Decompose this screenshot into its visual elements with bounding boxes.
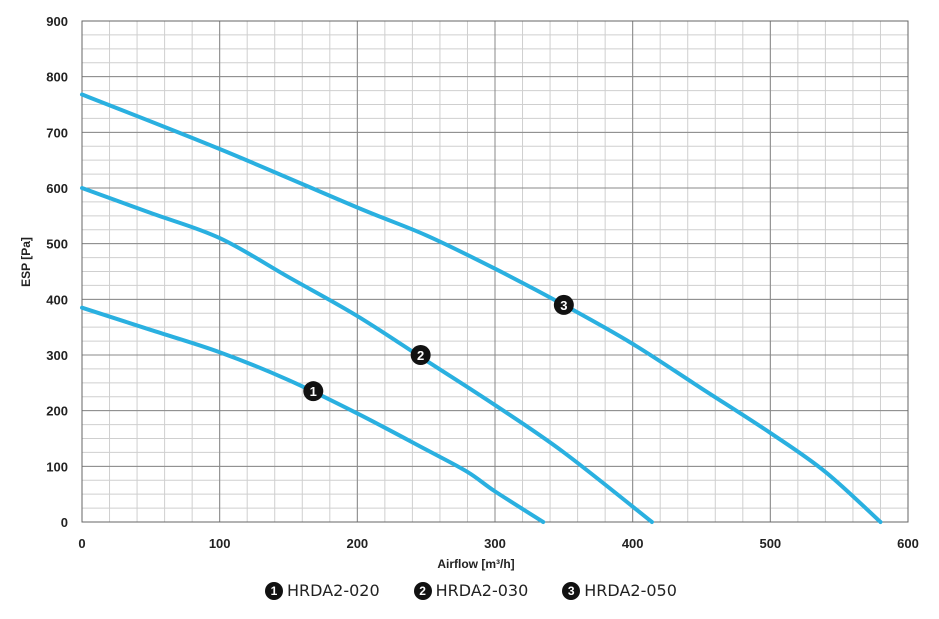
series-markers: 1 2 3 [303, 294, 574, 402]
series-marker-label: 1 [310, 384, 317, 399]
series-line-hrda2-050 [80, 92, 883, 524]
plot-frame [81, 20, 909, 523]
x-axis-ticks: 0 100 200 300 400 500 600 [78, 536, 918, 551]
y-tick-label: 800 [46, 70, 68, 85]
series-marker-1 [303, 381, 324, 402]
y-tick-label: 600 [46, 181, 68, 196]
legend-item-hrda2-050: 3 HRDA2-050 [562, 581, 677, 600]
legend-item-hrda2-030: 2 HRDA2-030 [413, 581, 529, 600]
series-marker-label: 2 [417, 348, 424, 363]
y-tick-label: 200 [46, 404, 68, 419]
y-tick-label: 100 [46, 459, 68, 474]
series-marker-label: 3 [560, 298, 567, 313]
x-tick-label: 300 [484, 536, 506, 551]
y-axis-ticks: 0 100 200 300 400 500 600 700 800 900 [46, 14, 68, 530]
legend-label: HRDA2-050 [584, 581, 677, 600]
legend-label: HRDA2-030 [435, 581, 529, 600]
series-marker-2 [410, 345, 431, 365]
legend-badge-2: 2 [413, 581, 432, 600]
legend-label: HRDA2-020 [287, 581, 380, 600]
legend: 1 HRDA2-020 2 HRDA2-030 3 HRDA2-050 [265, 581, 711, 600]
y-axis-title: ESP [Pa] [19, 237, 33, 287]
y-tick-label: 0 [61, 515, 68, 530]
y-tick-label: 400 [46, 292, 68, 307]
y-tick-label: 500 [46, 237, 68, 252]
legend-badge-1: 1 [265, 581, 283, 600]
y-tick-label: 300 [46, 348, 68, 363]
series-line-hrda2-020 [80, 305, 546, 524]
series-line-hrda2-030 [80, 186, 654, 524]
x-tick-label: 100 [209, 536, 231, 551]
series-marker-3 [553, 294, 574, 315]
x-tick-label: 0 [78, 536, 85, 551]
x-axis-title: Airflow [m³/h] [437, 557, 514, 571]
x-tick-label: 600 [897, 536, 919, 551]
y-tick-label: 900 [46, 14, 68, 29]
y-tick-label: 700 [46, 125, 68, 140]
x-tick-label: 400 [622, 536, 644, 551]
x-tick-label: 200 [346, 536, 368, 551]
x-tick-label: 500 [759, 536, 781, 551]
series-lines [80, 92, 883, 524]
legend-item-hrda2-020: 1 HRDA2-020 [265, 581, 380, 600]
legend-badge-3: 3 [562, 581, 581, 600]
esp-airflow-chart: 0 100 200 300 400 500 600 700 800 900 0 100 200 300 4… [19, 14, 919, 571]
